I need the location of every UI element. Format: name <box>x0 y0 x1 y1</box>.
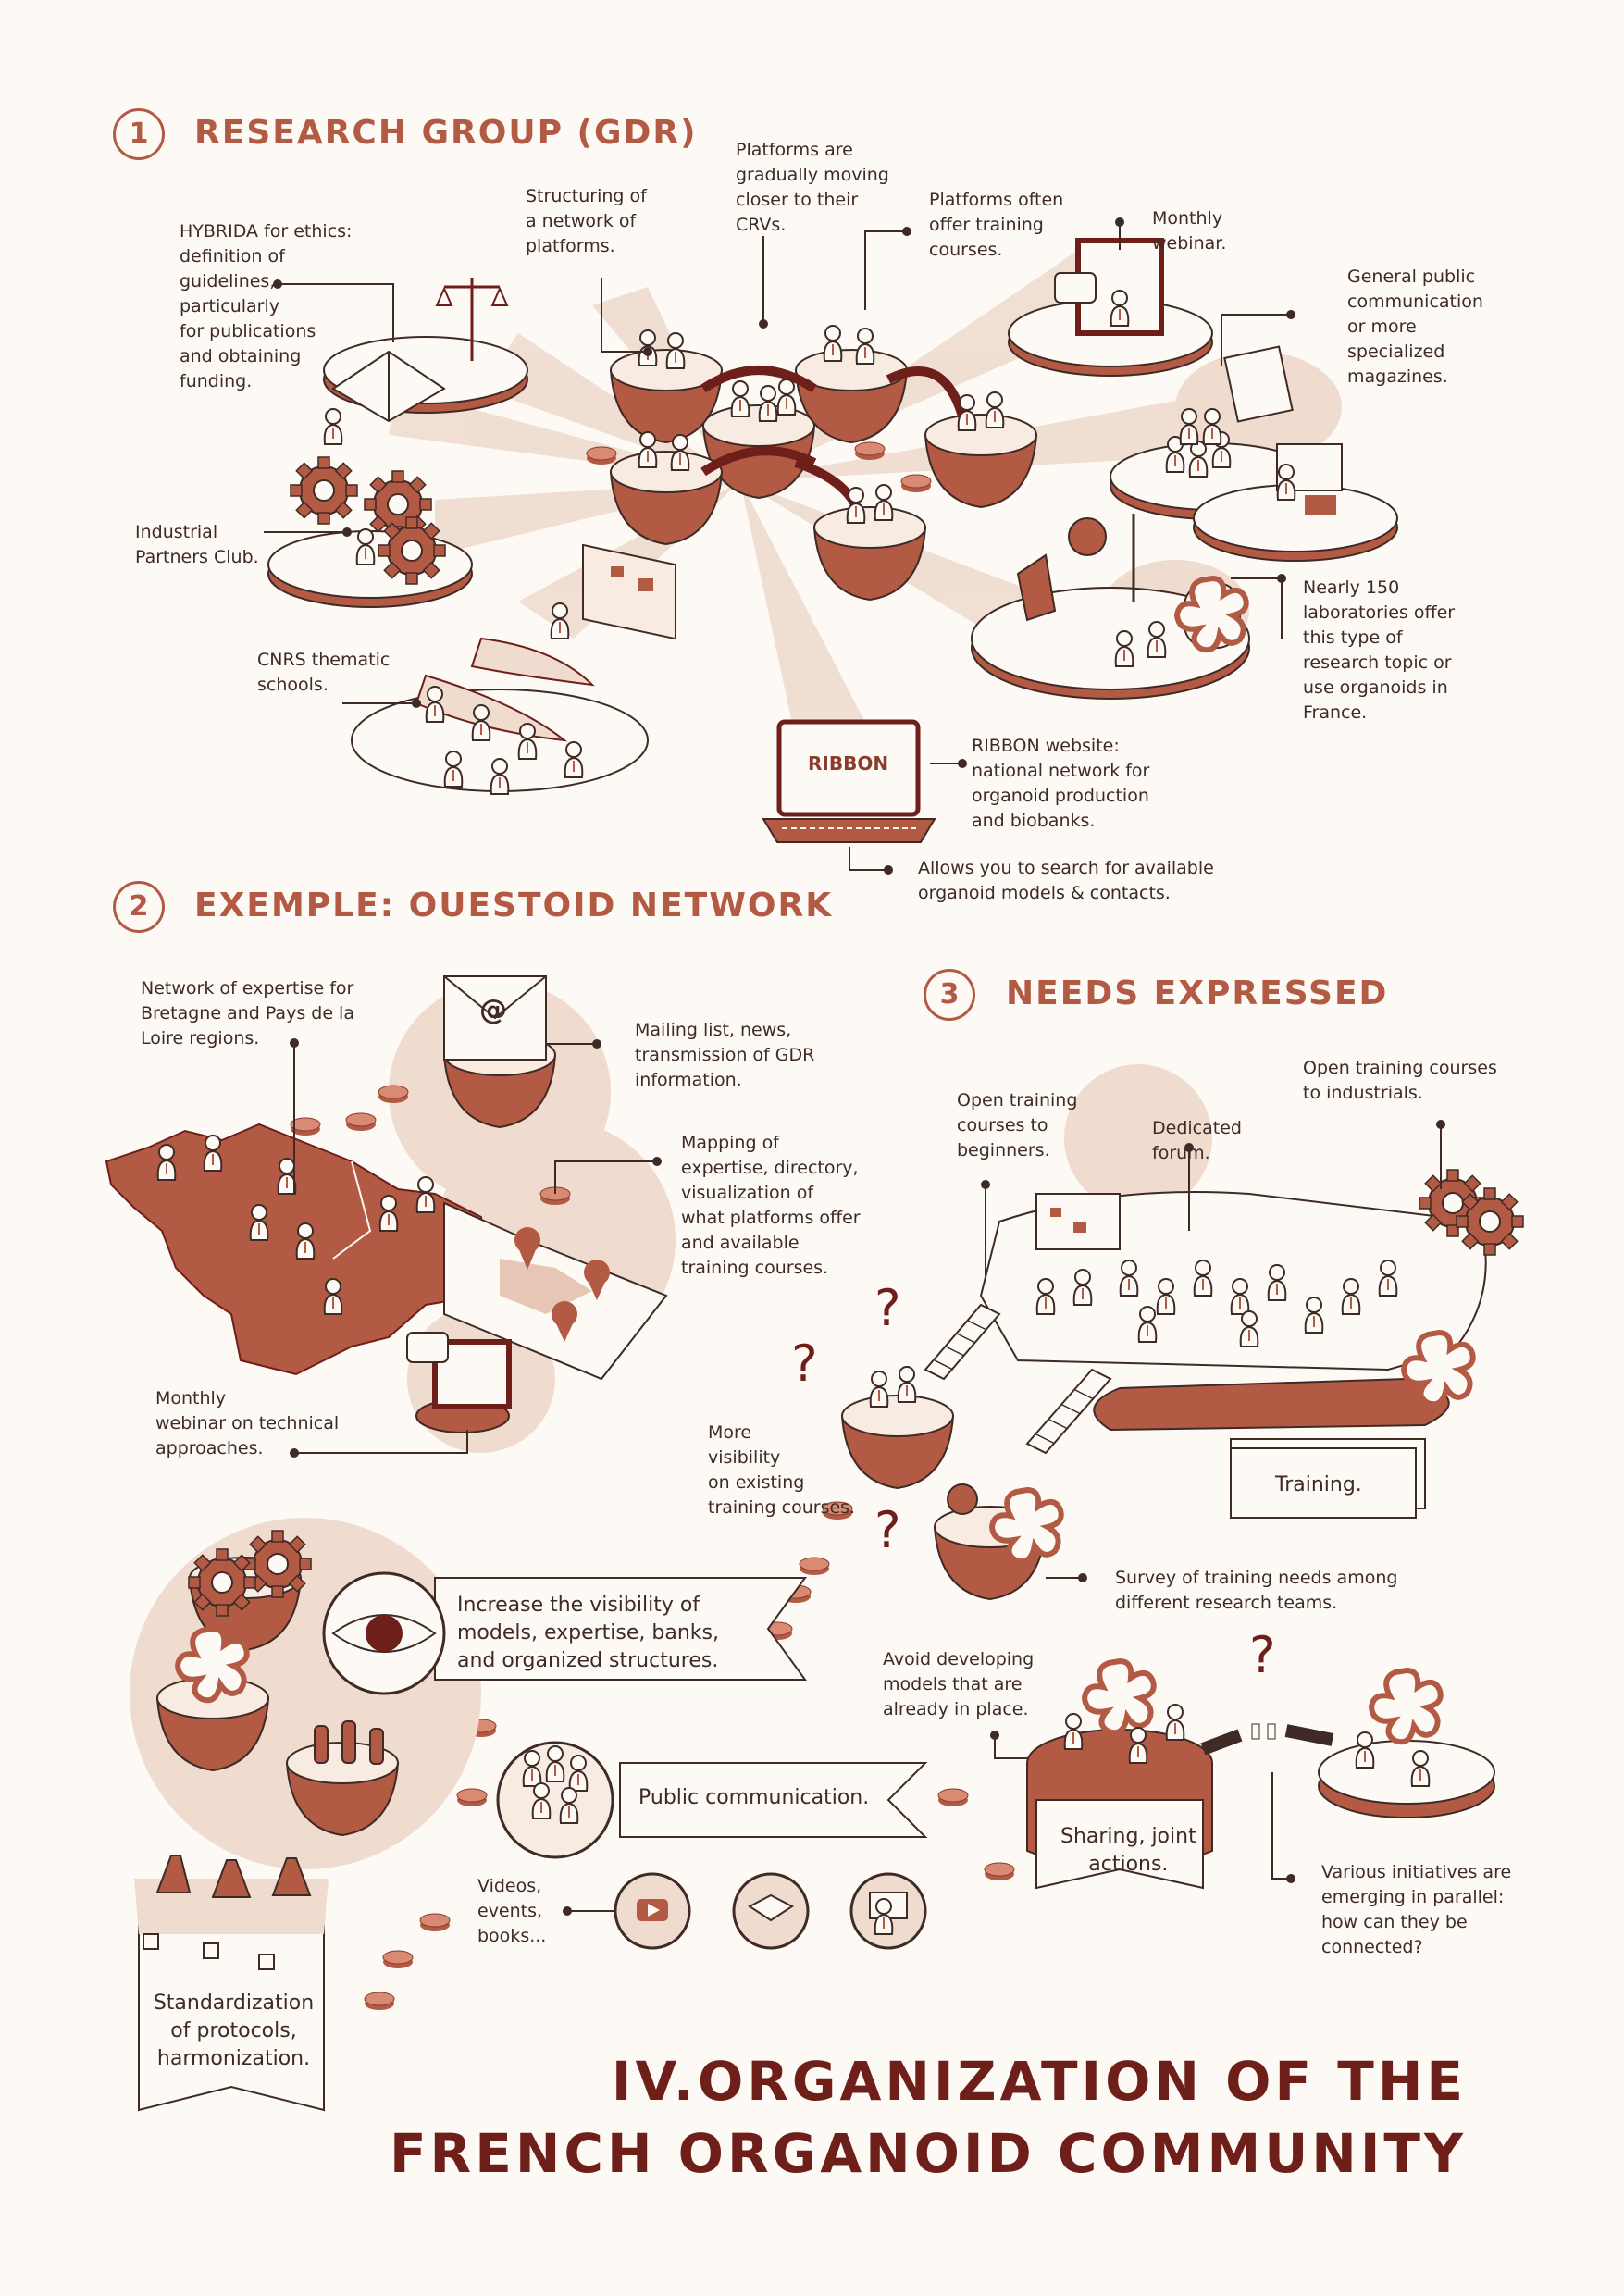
industrials-note: Open training courses to industrials. <box>1303 1058 1497 1103</box>
ribbon-laptop <box>762 719 936 843</box>
needs-illustration <box>130 1064 1524 2112</box>
ouestoid-leader-lines <box>290 1038 662 1458</box>
expertise-note: Network of expertise for Bretagne and Pa… <box>141 978 354 1049</box>
standard-banner: Standardization of protocols, harmonizat… <box>153 1992 315 2070</box>
needs-leader-lines <box>563 1120 1445 1916</box>
training-banner: Training. <box>1275 1473 1362 1496</box>
ribbon-screen-label: RIBBON <box>808 752 889 775</box>
question-mark-4: ? <box>1249 1626 1276 1684</box>
section-1-number: 1 <box>113 108 165 160</box>
industrial-note: Industrial Partners Club. <box>135 522 259 567</box>
laboratory-platform <box>971 514 1250 700</box>
public-banner: Public communication. <box>638 1786 870 1809</box>
section-3-title: NEEDS EXPRESSED <box>1006 974 1389 1012</box>
section-2-number: 2 <box>113 881 165 933</box>
increase-banner: Increase the visibility of models, exper… <box>457 1594 719 1672</box>
ouestoid-illustration <box>105 975 676 1453</box>
question-mark-3: ? <box>874 1501 901 1559</box>
forum-note: Dedicated forum. <box>1152 1118 1242 1163</box>
section-2-title: EXEMPLE: OUESTOID NETWORK <box>194 887 834 925</box>
page-title-line1: IV.ORGANIZATION OF THE <box>611 2050 1467 2113</box>
email-symbol: @ <box>479 994 507 1026</box>
survey-note: Survey of training needs among different… <box>1115 1568 1398 1613</box>
communication-note: General public communication or more spe… <box>1347 267 1483 387</box>
mapping-note: Mapping of expertise, directory, visuali… <box>681 1133 861 1278</box>
structuring-note: Structuring of a network of platforms. <box>526 186 647 256</box>
ribbon-note: RIBBON website: national network for org… <box>972 736 1150 831</box>
schools-note: CNRS thematic schools. <box>257 650 391 695</box>
gdr-hub <box>586 325 1037 601</box>
ouestoid-webinar-note: Monthly webinar on technical approaches. <box>155 1388 340 1458</box>
book-scales-platform <box>323 278 528 423</box>
communication-platform <box>1110 345 1398 562</box>
visibility-note: More visibility on existing training cou… <box>708 1422 856 1518</box>
sharing-banner: Sharing, joint actions. <box>1060 1825 1196 1876</box>
training-courses-note: Platforms often offer training courses. <box>929 190 1064 260</box>
section-1-title: RESEARCH GROUP (GDR) <box>194 114 698 152</box>
question-mark-2: ? <box>791 1334 818 1393</box>
cnrs-school-platform <box>351 543 676 795</box>
page-title: IV.ORGANIZATION OF THE FRENCH ORGANOID C… <box>390 2045 1467 2190</box>
question-mark-1: ? <box>874 1279 901 1337</box>
parallel-note: Various initiatives are emerging in para… <box>1321 1862 1512 1957</box>
gdr-leader-lines <box>264 217 1295 875</box>
section-3-number: 3 <box>924 969 975 1021</box>
page-title-line2: FRENCH ORGANOID COMMUNITY <box>389 2122 1467 2185</box>
avoid-note: Avoid developing models that are already… <box>883 1649 1035 1719</box>
hybrida-note: HYBRIDA for ethics: definition of guidel… <box>180 221 353 391</box>
ribbon-search-note: Allows you to search for available organ… <box>918 858 1214 903</box>
laboratories-note: Nearly 150 laboratories offer this type … <box>1303 577 1456 723</box>
videos-note: Videos, events, books... <box>477 1876 547 1946</box>
platforms-closer-note: Platforms are gradually moving closer to… <box>736 140 889 235</box>
beginners-note: Open training courses to beginners. <box>957 1090 1078 1160</box>
webinar-note: Monthly webinar. <box>1152 208 1227 254</box>
mailing-note: Mailing list, news, transmission of GDR … <box>635 1020 815 1090</box>
